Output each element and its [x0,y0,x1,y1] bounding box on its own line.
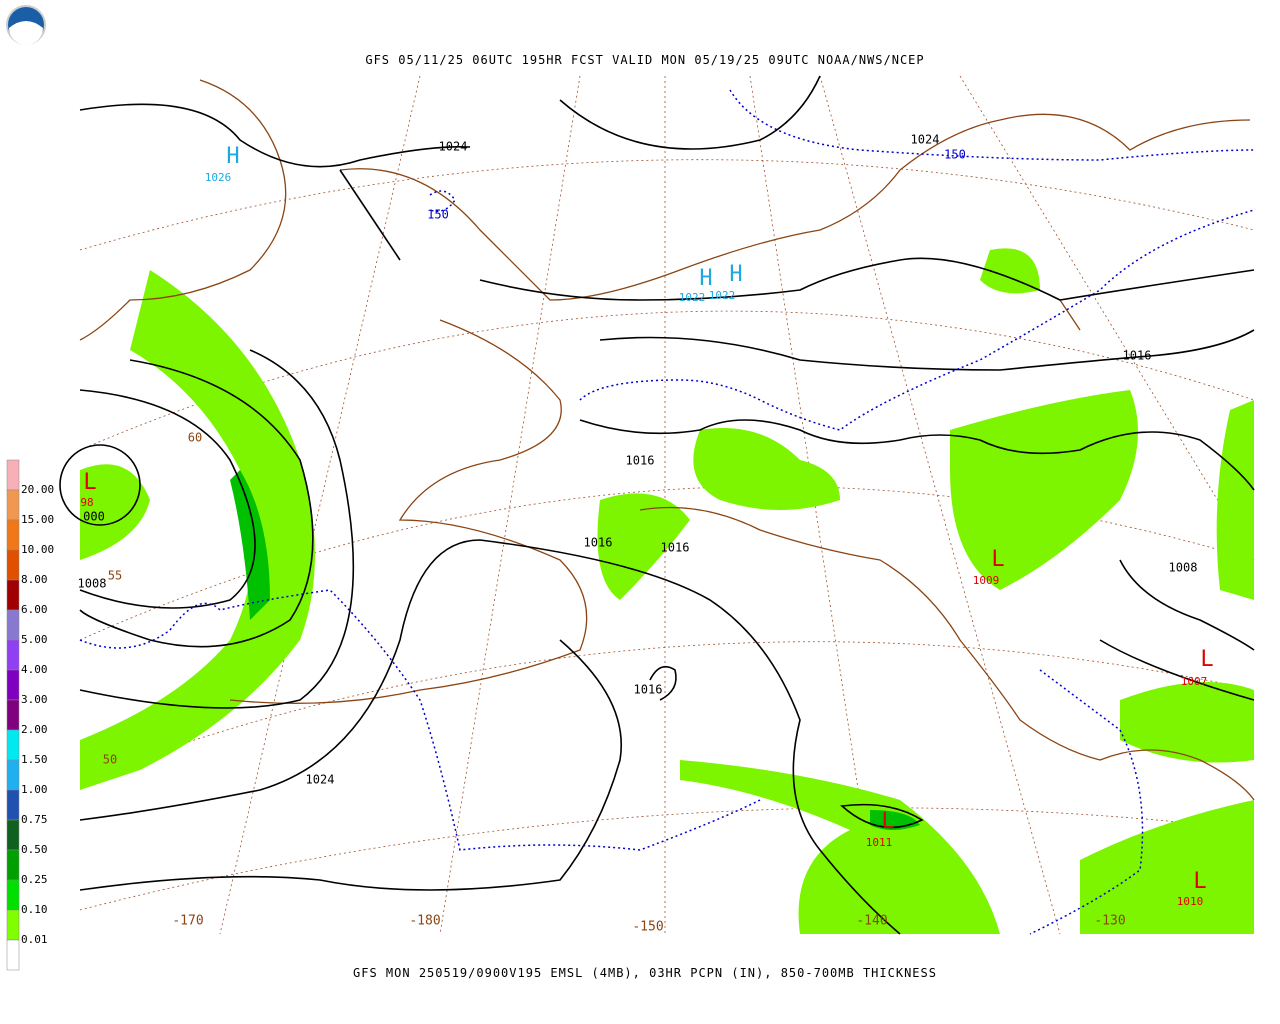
isobar-label: 1024 [306,773,335,787]
map-area [59,75,1255,935]
isobar-label: 1008 [78,577,107,591]
low-value: 1007 [1181,675,1208,688]
legend-swatch [6,849,20,881]
legend-swatch [6,579,20,611]
legend-swatch [6,909,20,941]
thickness-label: 150 [427,208,449,222]
low-value: 98 [80,496,93,509]
legend-swatch [6,699,20,731]
legend-label: 3.00 [21,693,48,706]
high-value: 1022 [679,291,706,304]
low-marker: L [991,547,1004,572]
legend: 20.00 15.00 10.00 8.00 6.00 5.00 4.00 3.00 2.00 1… [6,459,54,971]
isobar-label: 1016 [626,454,655,468]
high-marker: H [226,144,239,169]
longitude-label: -130 [1094,914,1125,929]
high-marker: H [699,266,712,291]
thickness-label: 150 [944,148,966,162]
isobar-label: 1008 [1169,561,1198,575]
legend-label: 0.01 [21,933,48,946]
legend-swatch [6,789,20,821]
legend-label: 0.75 [21,813,48,826]
legend-swatch [6,609,20,641]
legend-swatch [6,489,20,521]
isobar-label: 000 [83,510,105,524]
low-marker: L [881,809,894,834]
low-value: 1011 [866,836,893,849]
low-marker: L [1193,869,1206,894]
longitude-label: -140 [856,914,887,929]
low-marker: L [1200,647,1213,672]
legend-label: 10.00 [21,543,54,556]
longitude-label: -170 [172,914,203,929]
legend-swatch [6,519,20,551]
legend-swatch [6,939,20,971]
legend-label: 4.00 [21,663,48,676]
low-value: 1009 [973,574,1000,587]
noaa-logo [6,5,46,45]
thickness-label: 60 [188,431,202,445]
low-value: 1010 [1177,895,1204,908]
legend-label: 20.00 [21,483,54,496]
legend-label: 5.00 [21,633,48,646]
longitude-label: -150 [632,920,663,935]
isobar-label: 1024 [439,140,468,154]
legend-swatch [6,459,20,491]
high-value: 1026 [205,171,232,184]
legend-swatch [6,639,20,671]
high-marker: H [729,262,742,287]
map-caption: GFS MON 250519/0900V195 EMSL (4MB), 03HR… [353,966,937,980]
low-marker: L [83,470,96,495]
legend-label: 15.00 [21,513,54,526]
longitude-label: -180 [409,914,440,929]
high-value: 1022 [709,289,736,302]
isobar-label: 1016 [584,536,613,550]
legend-swatch [6,759,20,791]
isobar-label: 1016 [661,541,690,555]
isobar-label: 1024 [911,133,940,147]
legend-label: 0.50 [21,843,48,856]
legend-swatch [6,729,20,761]
map-title: GFS 05/11/25 06UTC 195HR FCST VALID MON … [365,53,924,67]
legend-swatch [6,879,20,911]
legend-label: 0.25 [21,873,48,886]
thickness-label: 55 [108,569,122,583]
legend-label: 1.00 [21,783,48,796]
legend-label: 2.00 [21,723,48,736]
isobar-label: 1016 [634,683,663,697]
legend-label: 6.00 [21,603,48,616]
isobar-label: 1016 [1123,349,1152,363]
legend-swatch [6,669,20,701]
legend-label: 1.50 [21,753,48,766]
legend-label: 0.10 [21,903,48,916]
legend-label: 8.00 [21,573,48,586]
thickness-label: 50 [103,753,117,767]
legend-swatch [6,549,20,581]
legend-swatch [6,819,20,851]
